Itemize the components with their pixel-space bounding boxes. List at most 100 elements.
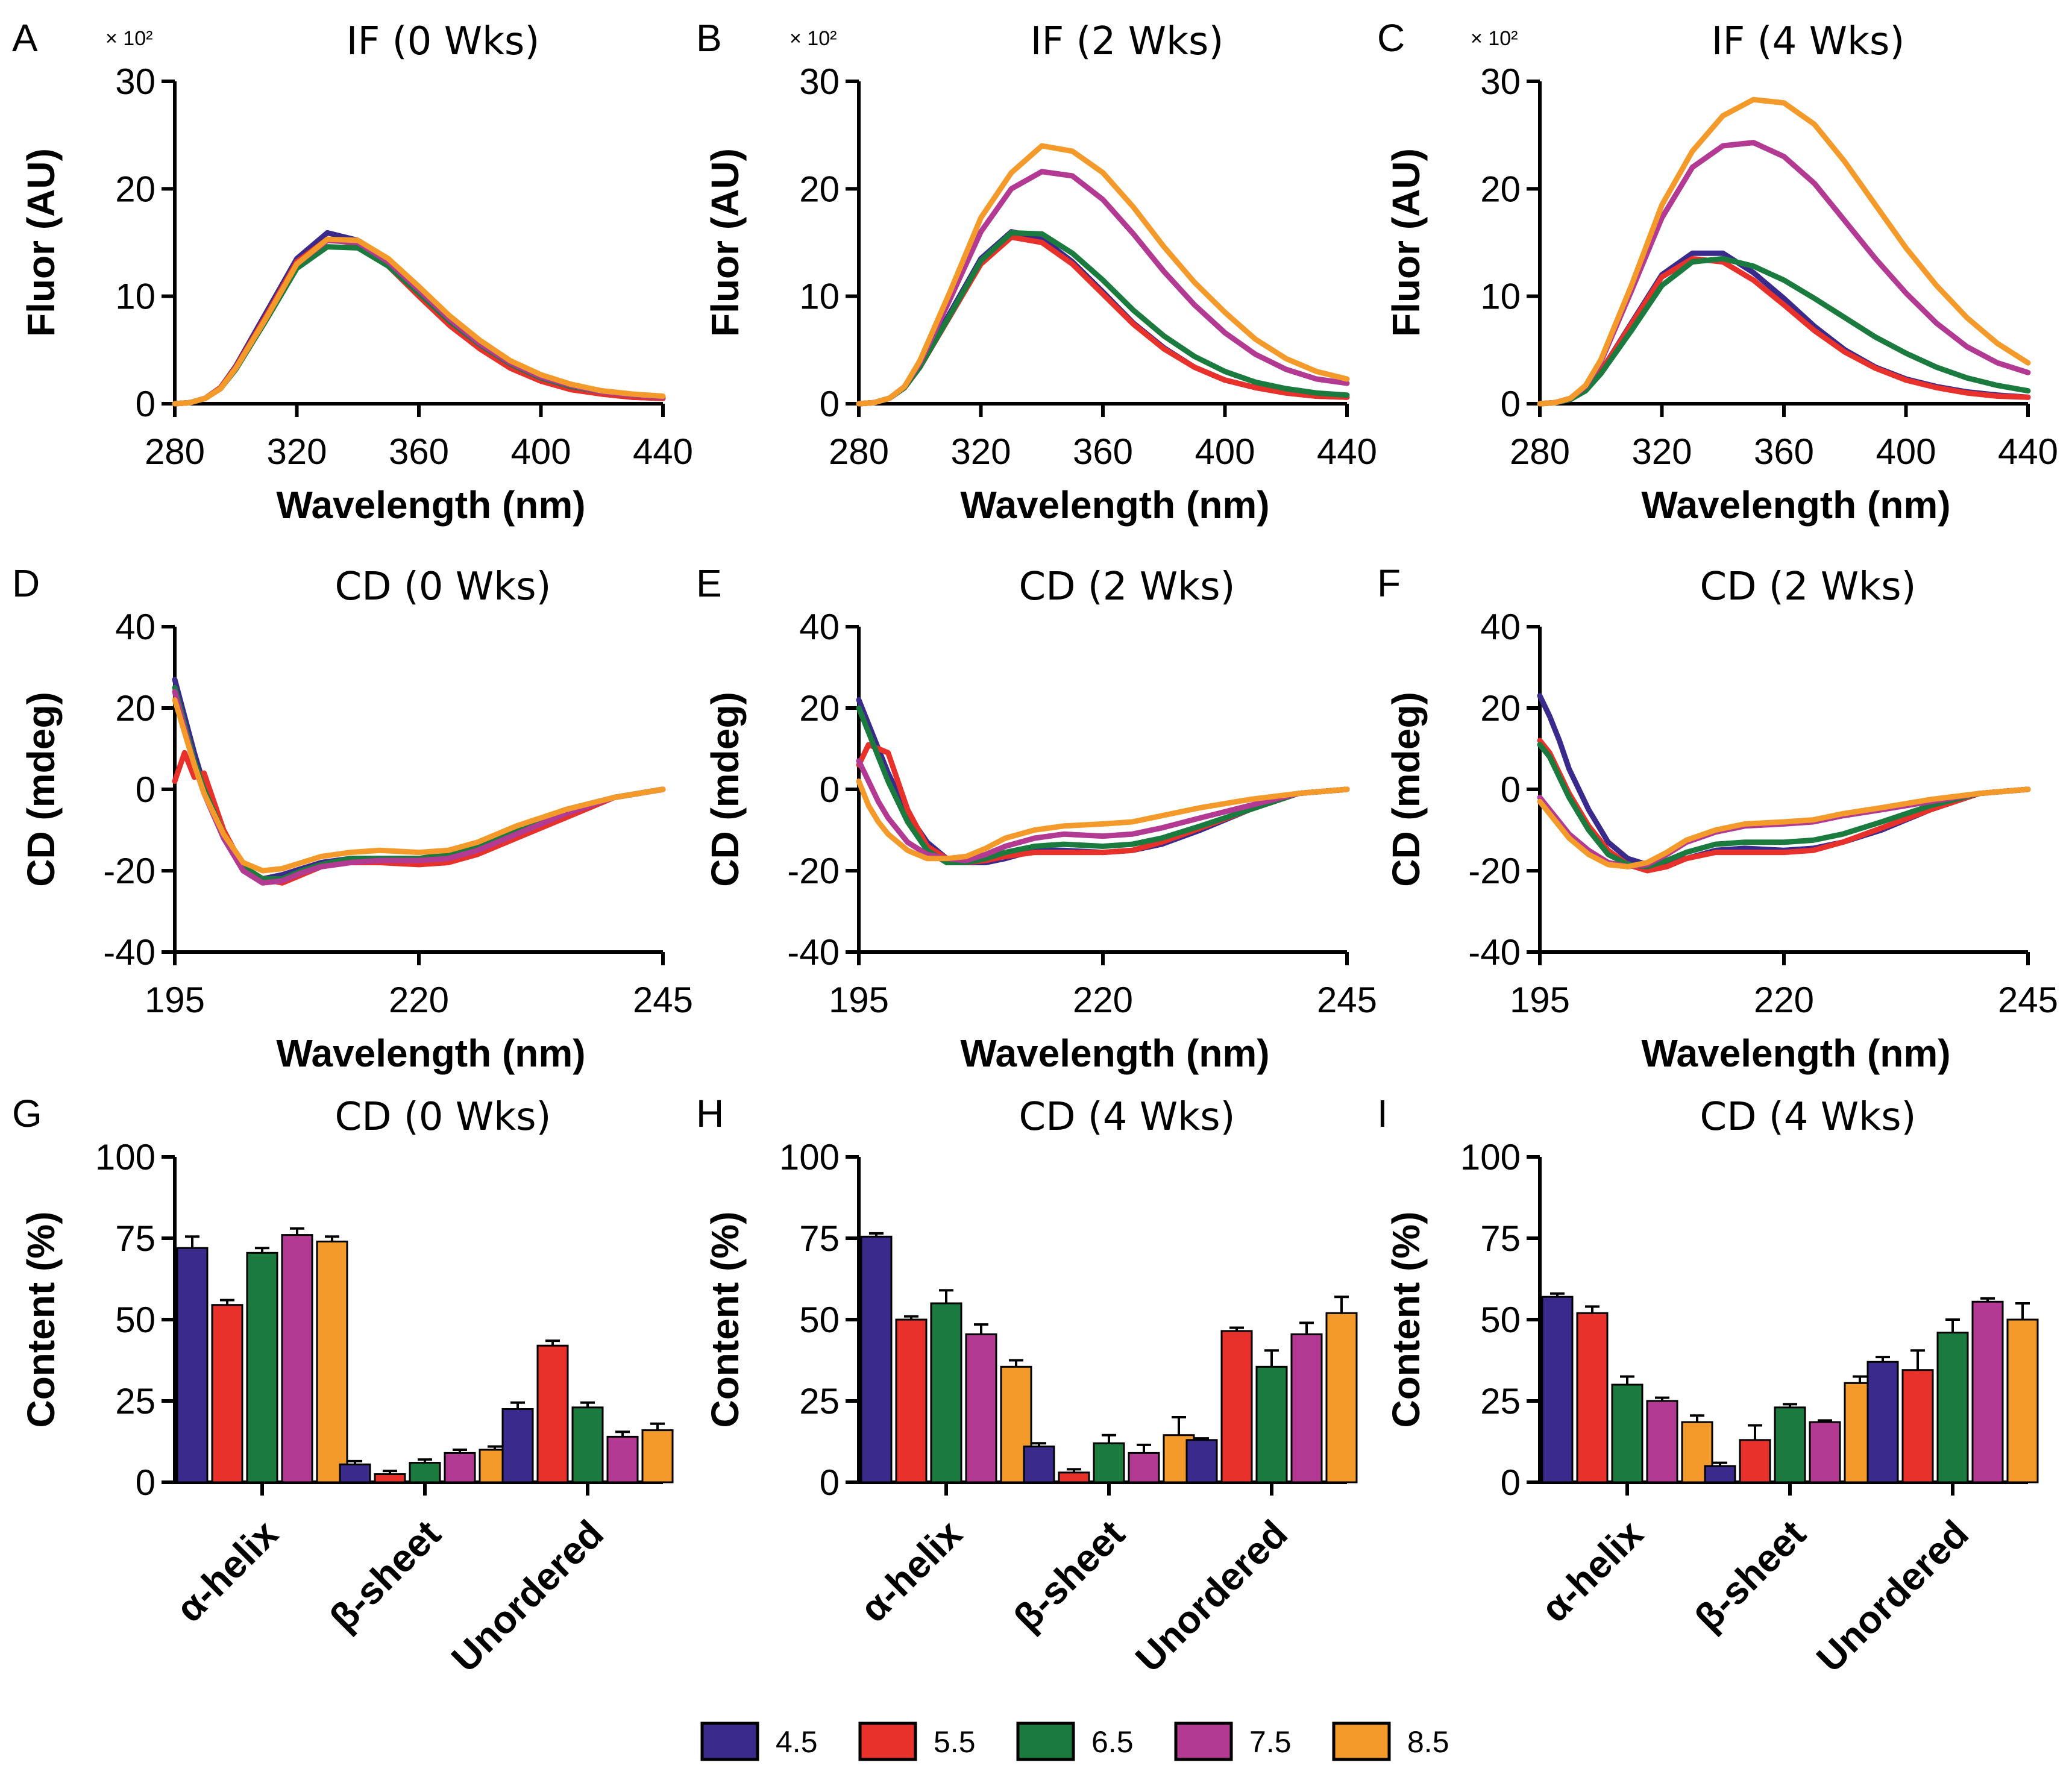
bar-6-5 [1936,1332,1969,1483]
chart-title: IF (2 Wks) [1031,19,1224,64]
x-tick-label: 195 [145,980,205,1020]
y-tick-label: 100 [779,1137,840,1177]
series-line-6-5 [172,244,666,407]
category-label: α-helix [1533,1512,1651,1631]
chart-title: IF (4 Wks) [1712,19,1905,64]
series-line-7-5 [172,237,666,407]
legend-swatch [1016,1722,1075,1761]
y-axis-title: Fluor (AU) [19,148,63,337]
panel-d: D CD (0 Wks) -40 -20 0 20 40 CD (mdeg) 195 220 245… [12,562,693,1075]
y-axis-title: CD (mdeg) [19,692,63,887]
y-tick-label: 75 [115,1218,155,1259]
y-tick-label: 0 [136,769,155,810]
x-tick-label: 440 [1317,431,1377,472]
bar-6-5 [1774,1406,1806,1483]
series-line-4-5 [1537,693,2031,868]
x-tick-label: 400 [1876,431,1936,472]
x-tick-label: 440 [633,431,693,472]
bar-6-5 [571,1406,604,1483]
series-line-8-5 [1537,96,2031,407]
y-tick-label: 40 [115,607,155,647]
bar-7-5 [1971,1300,2004,1483]
bar-6-5 [1611,1383,1643,1483]
bar-6-5 [1255,1365,1288,1483]
y-axis-title: Fluor (AU) [1384,148,1428,337]
panel-c: C IF (4 Wks) × 10² 0 10 20 30 Fluor (AU) 280 320 3… [1377,16,2058,527]
chart-title: IF (0 Wks) [347,19,540,64]
y-tick-label: 20 [1480,169,1521,209]
chart-title: CD (2 Wks) [1019,565,1235,609]
bar-4-5 [176,1247,209,1483]
chart-title: CD (4 Wks) [1019,1095,1235,1139]
y-tick-label: 25 [1480,1381,1521,1421]
bar-8-5 [2006,1318,2039,1483]
y-axis-title: Content (%) [1384,1211,1428,1427]
y-tick-label: 10 [1480,277,1521,317]
x-axis-title: Wavelength (nm) [1641,483,1950,527]
x-tick-label: 280 [145,431,205,472]
y-tick-label: 40 [1480,607,1521,647]
category-label: Unordered [1808,1512,1977,1681]
bar-4-5 [1704,1465,1736,1483]
legend-label: 4.5 [776,1725,818,1759]
series-line-5-5 [172,236,666,407]
x-tick-label: 320 [1631,431,1692,472]
panel-letter: I [1377,1092,1388,1135]
y-tick-label: 75 [1480,1218,1521,1259]
y-tick-label: 20 [799,169,840,209]
chart-title: CD (2 Wks) [1700,565,1917,609]
bar-8-5 [1325,1312,1358,1483]
y-tick-label: 30 [1480,61,1521,102]
series-line-6-5 [856,230,1350,407]
category-label: α-helix [168,1512,286,1631]
panel-letter: F [1377,562,1401,605]
bar-5-5 [1739,1439,1771,1483]
y-tick-label: -40 [1468,932,1521,973]
category-label: β-sheet [1005,1512,1133,1640]
x-tick-label: 320 [950,431,1011,472]
y-tick-label: -20 [1468,851,1521,891]
y-tick-label: 100 [1460,1137,1521,1177]
panel-e: E CD (2 Wks) -40 -20 0 20 40 CD (mdeg) 195 220 245… [696,562,1377,1075]
bar-5-5 [536,1344,569,1483]
legend: 4.5 5.5 6.5 7.5 8.5 [700,1722,1449,1761]
y-tick-label: 20 [799,688,840,728]
bar-5-5 [211,1304,243,1483]
legend-label: 5.5 [934,1725,976,1759]
y-tick-label: 75 [799,1218,840,1259]
panel-b: B IF (2 Wks) × 10² 0 10 20 30 Fluor (AU) 280 320 3… [696,16,1377,527]
y-tick-label: 30 [799,61,840,102]
y-axis-title: Fluor (AU) [703,148,747,337]
series-line-6-5 [1537,255,2031,407]
series-line-5-5 [1537,738,2031,874]
legend-swatch [1174,1722,1233,1761]
panel-letter: D [12,562,40,605]
chart-title: CD (4 Wks) [1700,1095,1917,1139]
y-multiplier: × 10² [1471,27,1518,50]
series-line-8-5 [172,236,666,407]
series-line-6-5 [1537,742,2031,869]
bar-5-5 [1058,1471,1090,1483]
series-line-7-5 [856,758,1350,863]
bar-4-5 [339,1463,371,1483]
x-axis-title: Wavelength (nm) [1641,1032,1950,1075]
y-tick-label: -20 [787,851,840,891]
y-tick-label: 20 [1480,688,1521,728]
x-tick-label: 400 [510,431,571,472]
bar-5-5 [1576,1312,1609,1483]
y-multiplier: × 10² [790,27,837,50]
bar-7-5 [606,1435,639,1483]
legend-item: 4.5 [700,1722,818,1761]
legend-item: 7.5 [1174,1722,1292,1761]
y-tick-label: 20 [115,688,155,728]
x-axis-title: Wavelength (nm) [276,483,585,527]
y-tick-label: 50 [115,1300,155,1340]
panel-a: A IF (0 Wks) × 10² 0 10 20 30 Fluor (AU) 280 320 3… [12,16,693,527]
x-tick-label: 440 [1998,431,2058,472]
bar-7-5 [281,1234,313,1483]
panel-letter: B [696,16,722,60]
y-axis-title: CD (mdeg) [1384,692,1428,887]
series-line-5-5 [856,234,1350,407]
panel-letter: G [12,1092,42,1135]
